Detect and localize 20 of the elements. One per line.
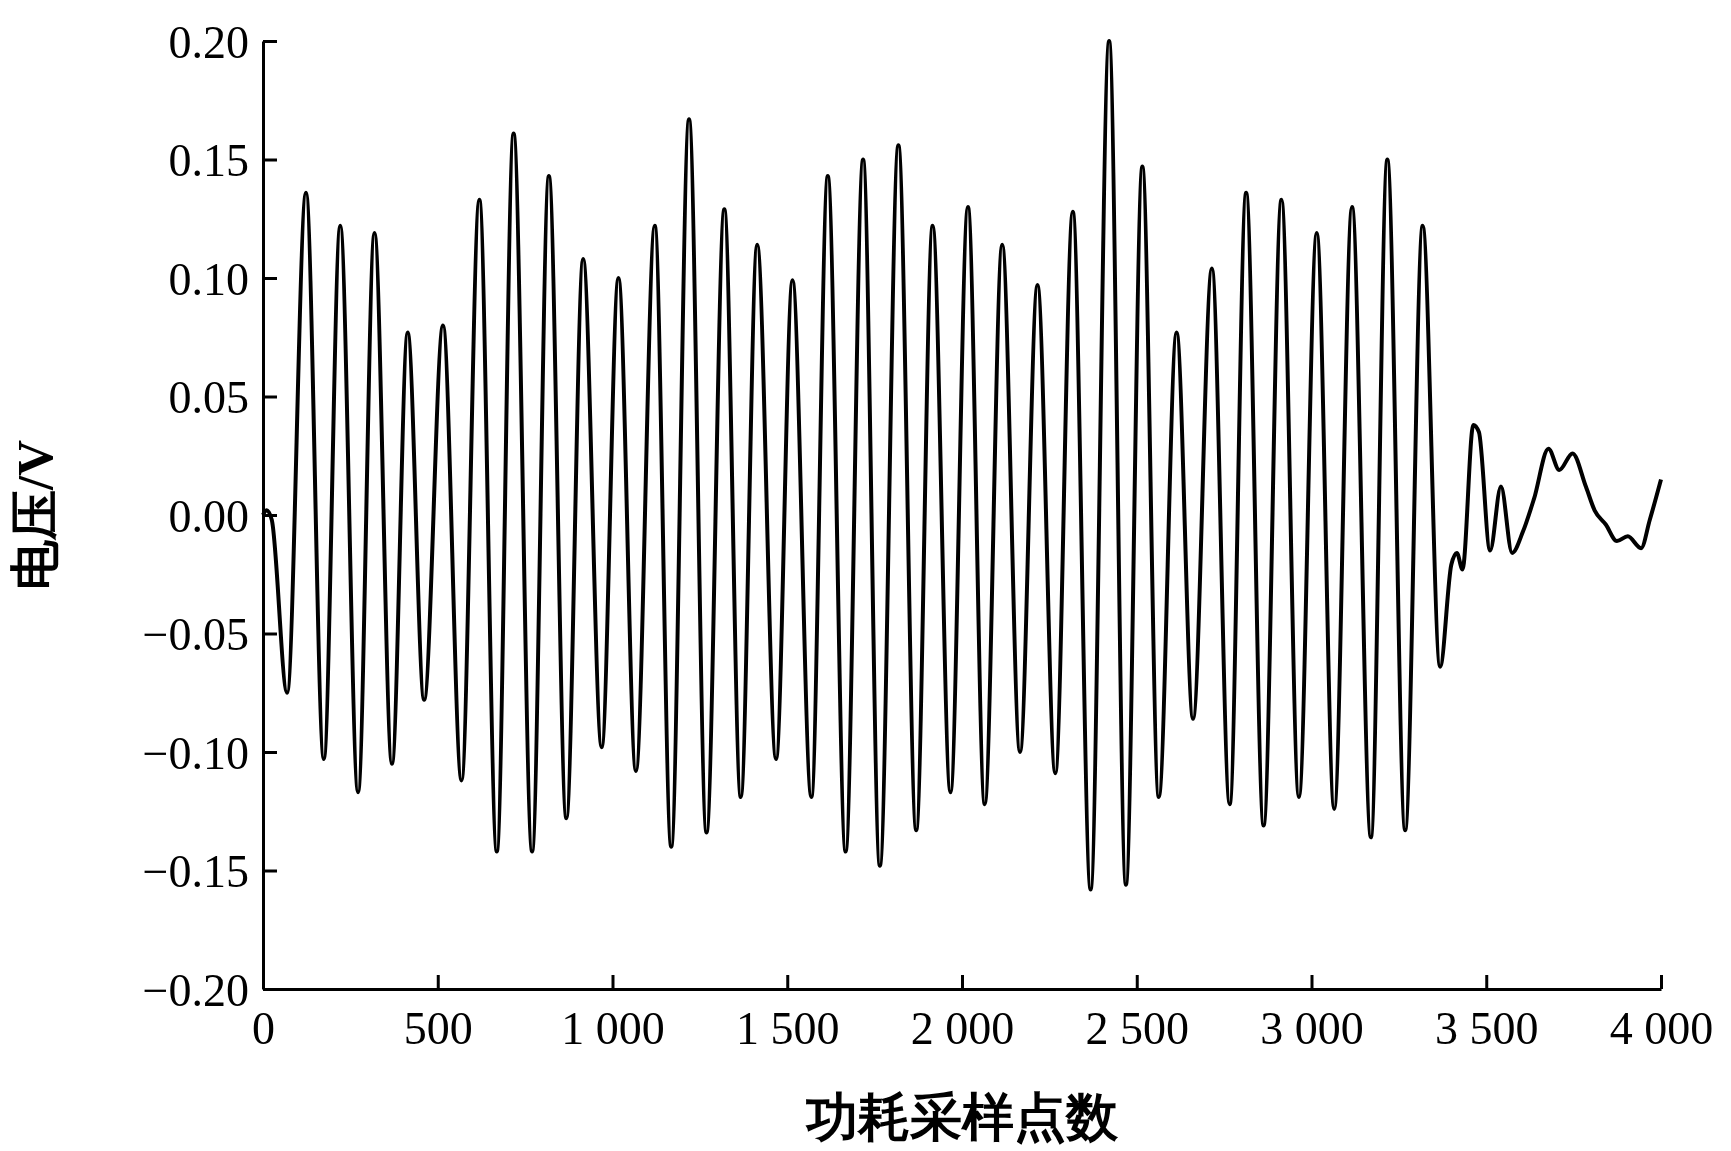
x-axis-title: 功耗采样点数 — [805, 1089, 1119, 1146]
x-tick-label: 3 500 — [1435, 1002, 1539, 1054]
x-tick-label: 2 500 — [1085, 1002, 1189, 1054]
y-tick-label: −0.05 — [142, 609, 249, 661]
x-tick-label: 500 — [403, 1002, 473, 1054]
y-tick-label: −0.20 — [142, 964, 249, 1016]
y-tick-label: 0.10 — [168, 253, 249, 305]
y-tick-label: 0.05 — [168, 372, 249, 424]
y-tick-label: −0.10 — [142, 727, 249, 779]
x-tick-label: 1 500 — [736, 1002, 840, 1054]
y-tick-label: 0.15 — [168, 135, 249, 187]
y-tick-label: 0.00 — [168, 490, 249, 542]
x-tick-label: 2 000 — [910, 1002, 1015, 1054]
x-tick-label: 3 000 — [1260, 1002, 1364, 1054]
y-axis-title: 电压/V — [7, 440, 63, 590]
x-tick-label: 4 000 — [1609, 1002, 1714, 1054]
y-tick-label: −0.15 — [142, 846, 249, 898]
x-tick-label: 0 — [252, 1002, 275, 1054]
x-tick-label: 1 000 — [561, 1002, 665, 1054]
y-tick-label: 0.20 — [168, 16, 249, 68]
